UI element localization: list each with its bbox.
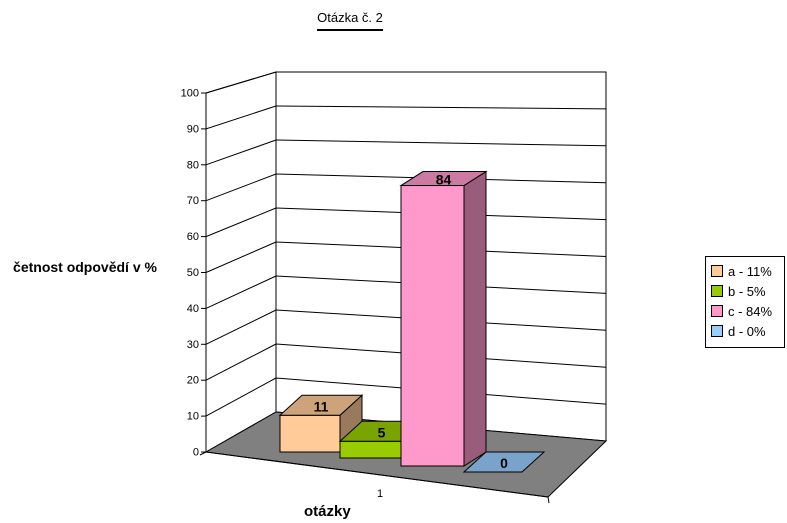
bar-d: 0 (462, 451, 546, 473)
gridline-side (205, 207, 277, 238)
y-tick-label: 40 (187, 303, 199, 315)
x-axis-label: otázky (304, 503, 351, 520)
bar-top (462, 451, 546, 473)
chart-side-wall (205, 71, 277, 453)
y-tick-label: 70 (187, 195, 199, 207)
gridline-back (275, 139, 607, 147)
x-axis-line (205, 451, 549, 498)
bar-side (463, 170, 487, 467)
gridline-side (205, 343, 277, 381)
bar-top (399, 171, 488, 187)
gridline-side (205, 241, 277, 273)
y-tick-label: 50 (187, 267, 199, 279)
legend-item-c: c - 84% (711, 301, 784, 321)
y-tick-label: 60 (187, 231, 199, 243)
y-tick-label: 10 (187, 411, 199, 423)
bar-front (400, 185, 465, 467)
data-label: 0 (500, 455, 508, 471)
gridline-side (205, 105, 277, 130)
legend-swatch-c (711, 305, 723, 317)
gridline-side (205, 71, 277, 94)
y-tick-label: 20 (187, 375, 199, 387)
data-label: 5 (378, 424, 386, 440)
bars: 11 5 84 0 (278, 170, 546, 473)
gridline-side (205, 309, 277, 345)
x-axis: 1 (199, 451, 550, 504)
gridline-back (275, 105, 607, 110)
y-tick-label: 0 (193, 447, 199, 459)
data-label: 84 (436, 172, 452, 188)
legend-item-d: d - 0% (711, 321, 784, 341)
bar-front (279, 414, 341, 453)
bar-c: 84 (399, 170, 488, 467)
gridline-side (205, 377, 277, 417)
legend-swatch-b (711, 285, 723, 297)
gridline-side (205, 139, 277, 166)
legend-item-b: b - 5% (711, 281, 784, 301)
x-tick-mark (547, 496, 550, 504)
y-tick-label: 80 (187, 159, 199, 171)
x-tick-label: 1 (377, 488, 383, 500)
x-tick-mark (199, 451, 207, 456)
legend-swatch-d (711, 325, 723, 337)
gridline-side (205, 275, 277, 309)
y-tick-label: 30 (187, 339, 199, 351)
legend-swatch-a (711, 265, 723, 277)
gridline-side (205, 173, 277, 202)
bar-top (278, 394, 364, 416)
y-axis: 0 10 20 30 40 50 60 70 80 90 100 (181, 88, 207, 459)
data-label: 11 (314, 398, 329, 414)
y-axis-label: četnost odpovědí v % (13, 259, 157, 275)
legend-item-a: a - 11% (711, 261, 784, 281)
bar-front (339, 440, 402, 459)
chart-title: Otázka č. 2 (0, 10, 700, 31)
y-tick-label: 90 (187, 123, 199, 135)
y-tick-label: 100 (181, 88, 199, 100)
legend: a - 11% b - 5% c - 84% d - 0% (705, 256, 785, 348)
